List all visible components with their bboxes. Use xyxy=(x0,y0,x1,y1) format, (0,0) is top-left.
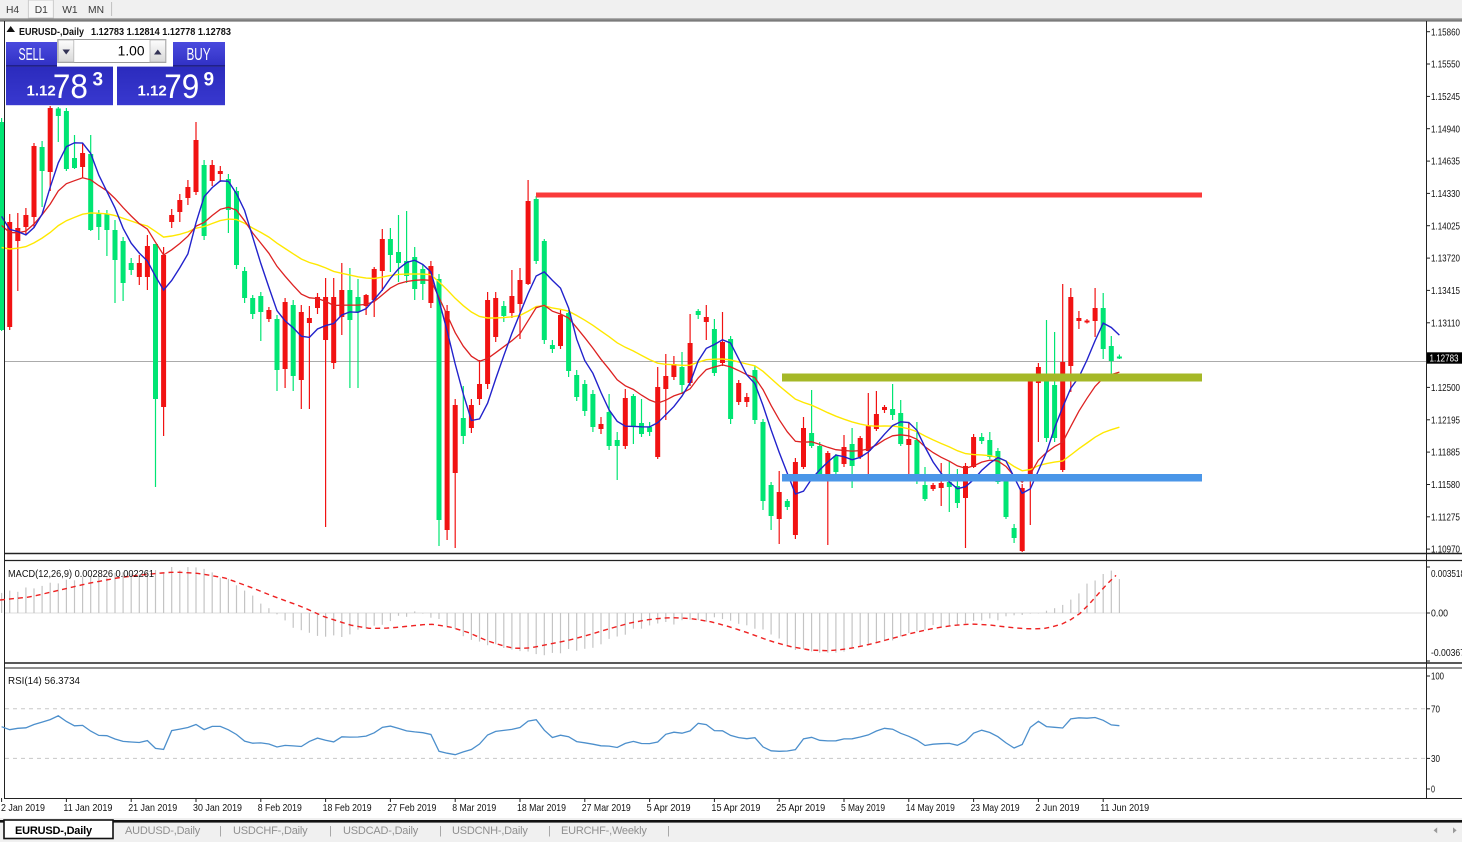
svg-text:0.003518: 0.003518 xyxy=(1431,569,1462,580)
svg-text:1.14635: 1.14635 xyxy=(1431,157,1460,168)
svg-text:|: | xyxy=(439,825,442,837)
svg-text:18 Feb 2019: 18 Feb 2019 xyxy=(323,803,372,814)
svg-text:|: | xyxy=(548,825,551,837)
svg-text:23 May 2019: 23 May 2019 xyxy=(971,803,1020,814)
svg-text:1.12500: 1.12500 xyxy=(1431,383,1460,394)
svg-text:8 Feb 2019: 8 Feb 2019 xyxy=(258,803,302,814)
svg-text:15 Apr 2019: 15 Apr 2019 xyxy=(711,803,760,814)
svg-text:|: | xyxy=(219,825,222,837)
svg-text:|: | xyxy=(667,825,670,837)
svg-text:D1: D1 xyxy=(35,5,48,16)
svg-text:30 Jan 2019: 30 Jan 2019 xyxy=(193,803,242,814)
svg-text:3: 3 xyxy=(93,70,104,91)
svg-text:EURUSD-,Daily: EURUSD-,Daily xyxy=(19,26,84,38)
svg-text:-0.00367: -0.00367 xyxy=(1431,648,1462,659)
svg-text:18 Mar 2019: 18 Mar 2019 xyxy=(517,803,566,814)
svg-text:78: 78 xyxy=(53,68,88,106)
svg-text:1.12: 1.12 xyxy=(138,83,167,100)
svg-text:9: 9 xyxy=(204,70,215,91)
svg-text:1.14330: 1.14330 xyxy=(1431,189,1460,200)
svg-text:BUY: BUY xyxy=(187,44,211,64)
svg-text:|: | xyxy=(329,825,332,837)
svg-text:1.13720: 1.13720 xyxy=(1431,254,1460,265)
svg-text:5 Apr 2019: 5 Apr 2019 xyxy=(647,803,691,814)
svg-text:USDCNH-,Daily: USDCNH-,Daily xyxy=(452,825,528,837)
svg-text:MACD(12,26,9) 0.002826 0.00226: MACD(12,26,9) 0.002826 0.002261 xyxy=(8,569,154,580)
svg-text:11 Jun 2019: 11 Jun 2019 xyxy=(1100,803,1149,814)
svg-text:11 Jan 2019: 11 Jan 2019 xyxy=(63,803,112,814)
svg-text:1.14025: 1.14025 xyxy=(1431,221,1460,232)
svg-text:1.12783: 1.12783 xyxy=(1430,354,1459,365)
svg-text:30: 30 xyxy=(1431,754,1440,765)
svg-text:27 Feb 2019: 27 Feb 2019 xyxy=(387,803,436,814)
svg-text:8 Mar 2019: 8 Mar 2019 xyxy=(452,803,496,814)
svg-text:0.00: 0.00 xyxy=(1431,609,1448,620)
svg-text:5 May 2019: 5 May 2019 xyxy=(841,803,885,814)
svg-text:1.10970: 1.10970 xyxy=(1431,545,1460,556)
svg-text:2 Jan 2019: 2 Jan 2019 xyxy=(1,803,45,814)
svg-text:USDCHF-,Daily: USDCHF-,Daily xyxy=(233,825,308,837)
svg-text:21 Jan 2019: 21 Jan 2019 xyxy=(128,803,177,814)
svg-text:1.11580: 1.11580 xyxy=(1431,480,1460,491)
svg-text:USDCAD-,Daily: USDCAD-,Daily xyxy=(343,825,419,837)
svg-text:1.13110: 1.13110 xyxy=(1431,318,1460,329)
svg-text:70: 70 xyxy=(1431,704,1440,715)
svg-text:H4: H4 xyxy=(6,5,19,16)
svg-text:1.12: 1.12 xyxy=(27,83,56,100)
svg-text:27 Mar 2019: 27 Mar 2019 xyxy=(582,803,631,814)
svg-text:RSI(14) 56.3734: RSI(14) 56.3734 xyxy=(8,676,80,687)
svg-text:1.15860: 1.15860 xyxy=(1431,27,1460,38)
svg-text:1.11885: 1.11885 xyxy=(1431,448,1460,459)
svg-text:0: 0 xyxy=(1431,785,1435,796)
svg-text:EURUSD-,Daily: EURUSD-,Daily xyxy=(15,825,93,837)
svg-text:AUDUSD-,Daily: AUDUSD-,Daily xyxy=(125,825,201,837)
svg-text:W1: W1 xyxy=(62,5,78,16)
svg-text:SELL: SELL xyxy=(19,44,45,64)
svg-text:1.12783 1.12814 1.12778 1.1278: 1.12783 1.12814 1.12778 1.12783 xyxy=(91,26,231,38)
svg-text:1.14940: 1.14940 xyxy=(1431,124,1460,135)
svg-text:14 May 2019: 14 May 2019 xyxy=(906,803,955,814)
svg-text:79: 79 xyxy=(164,68,199,106)
svg-text:25 Apr 2019: 25 Apr 2019 xyxy=(776,803,825,814)
svg-text:EURCHF-,Weekly: EURCHF-,Weekly xyxy=(561,825,647,837)
svg-text:MN: MN xyxy=(88,5,104,16)
svg-text:1.15245: 1.15245 xyxy=(1431,92,1460,103)
svg-text:1.13415: 1.13415 xyxy=(1431,286,1460,297)
svg-text:100: 100 xyxy=(1431,672,1444,683)
svg-text:1.12195: 1.12195 xyxy=(1431,415,1460,426)
svg-text:2 Jun 2019: 2 Jun 2019 xyxy=(1035,803,1079,814)
svg-text:1.00: 1.00 xyxy=(118,44,145,59)
svg-text:1.15550: 1.15550 xyxy=(1431,60,1460,71)
svg-text:1.11275: 1.11275 xyxy=(1431,512,1460,523)
